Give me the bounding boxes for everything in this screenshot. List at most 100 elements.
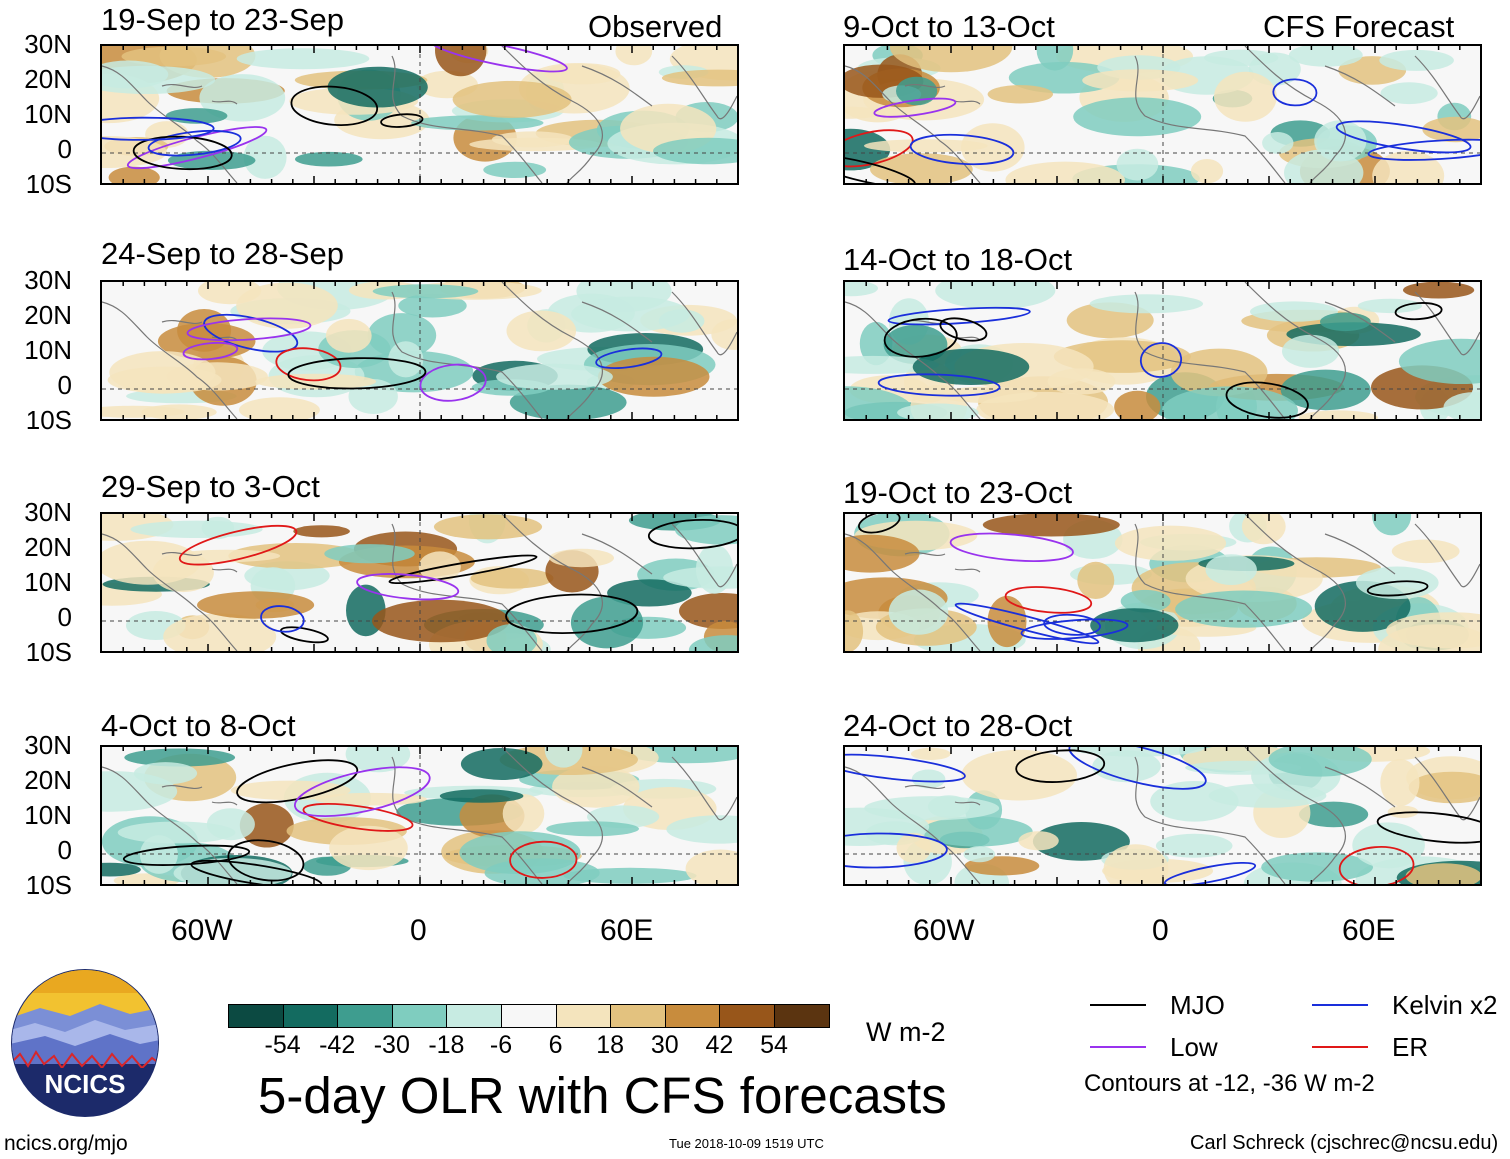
olr-anomaly-blob [324,544,415,564]
wave-contour [102,116,215,141]
olr-anomaly-blob [1155,833,1233,858]
olr-anomaly-blob [864,139,988,153]
colorbar-swatch [664,1004,721,1028]
olr-anomaly-blob [325,318,372,353]
coastline-caribbean [161,83,238,105]
colorbar-tick-label: -18 [428,1031,465,1059]
wave-contour [419,363,487,402]
olr-anomaly-blob [1408,771,1480,804]
olr-anomaly-blob [433,514,543,540]
legend-label-low: Low [1170,1032,1218,1062]
olr-map-panel [100,44,739,185]
wave-contour [380,113,424,128]
olr-anomaly-blob [295,151,363,167]
latitude-tick-label: 10S [25,169,72,199]
olr-anomaly-blob [452,80,572,118]
olr-anomaly-blob [329,825,408,871]
olr-anomaly-blob [1380,759,1420,807]
wave-contour [260,605,305,633]
olr-anomaly-blob [1398,338,1480,384]
coastline-asia [1324,291,1480,356]
colorbar-tick-label: -54 [264,1031,301,1059]
latitude-tick-label: 0 [57,370,72,400]
wave-contour [595,347,663,370]
wave-contour [182,341,239,361]
olr-anomaly-blob [197,591,315,619]
olr-anomaly-blob [199,74,286,122]
wave-contour [275,347,342,382]
ncics-logo-icon: NCICS [11,969,159,1117]
wave-contour [178,524,298,566]
olr-anomaly-blob [1280,369,1371,411]
olr-anomaly-blob [121,46,227,67]
olr-anomaly-blob [912,348,1030,385]
olr-anomaly-blob [102,60,169,89]
olr-anomaly-blob [889,46,1013,73]
coastline-americas [102,766,238,884]
olr-anomaly-blob [173,858,292,884]
olr-anomaly-blob [607,579,692,607]
olr-anomaly-blob [987,85,1053,104]
wave-contour [858,514,901,534]
colorbar-tick-label: -30 [373,1031,410,1059]
olr-anomaly-blob [845,610,864,651]
olr-anomaly-blob [107,366,222,394]
colorbar-units: W m-2 [866,1017,946,1047]
wave-contour [845,154,916,183]
olr-anomaly-blob [372,284,479,299]
legend-label-kelvin: Kelvin x2 [1392,990,1498,1020]
latitude-tick-label: 30N [24,730,72,760]
chart-title: 5-day OLR with CFS forecasts [258,1067,947,1124]
coastline-caribbean [904,784,981,806]
olr-anomaly-blob [163,613,277,651]
olr-anomaly-blob [509,384,627,419]
olr-anomaly-blob [1073,97,1202,137]
olr-anomaly-blob [435,46,487,77]
olr-anomaly-blob [896,832,932,863]
olr-anomaly-blob [845,534,920,573]
colorbar-tick-label: 30 [650,1031,679,1059]
coastline-asia [581,291,737,356]
olr-anomaly-blob [1032,822,1130,861]
wave-contour [1020,618,1129,640]
olr-map-panel [843,280,1482,421]
coastline-west-africa [391,756,543,884]
olr-anomaly-blob [910,747,951,760]
wave-contour [909,133,1015,166]
legend-label-mjo: MJO [1170,990,1225,1020]
olr-anomaly-blob [1391,539,1460,564]
olr-anomaly-blob [1403,282,1475,299]
olr-anomaly-blob [1190,159,1224,183]
coastline-east-africa [1244,46,1346,183]
panel-title-fcst-3: 19-Oct to 23-Oct [843,475,1073,510]
olr-anomaly-blob [1116,148,1159,181]
colorbar-swatch [391,1004,448,1028]
olr-anomaly-blob [486,624,538,651]
olr-anomaly-blob [859,321,893,366]
wave-contour [287,357,427,390]
latitude-tick-label: 10S [25,870,72,900]
olr-anomaly-blob [141,404,217,419]
panel-title-fcst-1: 9-Oct to 13-Oct [843,9,1055,44]
coastline-west-africa [391,291,543,419]
olr-anomaly-blob [685,849,737,884]
wave-contour [1015,749,1106,783]
coastline-asia [1324,55,1480,120]
coastline-asia [581,523,737,588]
olr-anomaly-blob [544,63,621,85]
olr-map-panel [100,280,739,421]
colorbar-swatch [555,1004,612,1028]
olr-anomaly-blob [544,747,583,768]
wave-contour [302,802,414,832]
latitude-tick-label: 0 [57,835,72,865]
coastline-asia [581,756,737,821]
olr-anomaly-blob [491,131,574,148]
olr-anomaly-blob [206,808,255,841]
coastline-west-africa [1134,523,1286,651]
panel-title-obs-3: 29-Sep to 3-Oct [101,469,320,504]
olr-map-panel [100,745,739,886]
footer-author: Carl Schreck (cjschrec@ncsu.edu) [1190,1132,1499,1154]
latitude-tick-label: 20N [24,64,72,94]
olr-anomaly-blob [460,748,543,780]
olr-anomaly-blob [496,363,613,390]
